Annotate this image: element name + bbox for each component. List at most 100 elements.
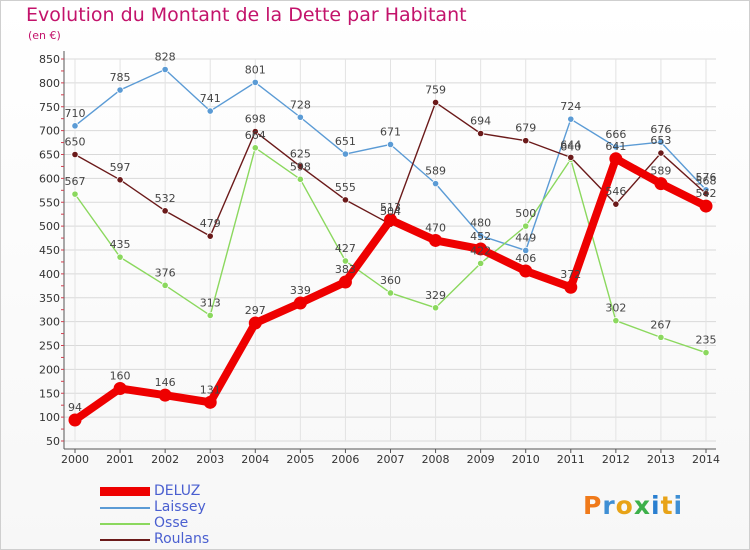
data-point xyxy=(161,65,169,74)
data-point xyxy=(161,281,169,289)
x-tick-label: 2003 xyxy=(196,453,224,466)
data-point xyxy=(71,150,79,159)
data-point xyxy=(386,289,395,297)
data-point xyxy=(71,122,79,130)
data-point xyxy=(296,162,304,171)
data-label: 567 xyxy=(65,175,86,188)
data-label: 235 xyxy=(696,334,717,347)
data-label: 644 xyxy=(560,138,581,151)
data-label: 302 xyxy=(605,302,626,315)
data-label: 532 xyxy=(155,192,176,205)
y-tick-label: 500 xyxy=(39,220,60,233)
data-label: 297 xyxy=(245,304,266,317)
data-point xyxy=(657,333,665,341)
y-tick-label: 550 xyxy=(39,196,60,209)
data-point xyxy=(206,311,214,320)
data-point xyxy=(657,138,665,146)
x-tick-label: 2013 xyxy=(647,453,675,466)
logo-letter: t xyxy=(660,491,674,520)
data-point xyxy=(251,144,259,152)
data-point xyxy=(477,232,485,240)
data-label: 131 xyxy=(200,383,221,396)
data-point xyxy=(699,199,713,213)
data-label: 698 xyxy=(245,113,266,126)
data-label: 785 xyxy=(110,71,131,84)
legend-swatch xyxy=(100,487,150,496)
data-label: 146 xyxy=(155,376,176,389)
data-label: 589 xyxy=(650,165,671,178)
data-label: 500 xyxy=(515,207,536,220)
data-point xyxy=(384,213,397,227)
data-label: 589 xyxy=(425,165,446,178)
data-label: 828 xyxy=(155,51,176,64)
data-label: 597 xyxy=(110,161,131,174)
legend-swatch xyxy=(100,539,150,541)
data-label: 641 xyxy=(605,140,626,153)
data-point xyxy=(474,242,488,256)
legend-item-osse: Osse xyxy=(100,515,300,532)
data-point xyxy=(341,196,350,204)
data-label: 555 xyxy=(335,181,356,194)
legend: DELUZ Laissey Osse Roulans xyxy=(100,483,300,548)
data-label: 313 xyxy=(200,296,221,309)
data-point xyxy=(522,246,530,255)
data-point xyxy=(161,207,169,215)
x-tick-label: 2000 xyxy=(61,453,89,466)
data-label: 651 xyxy=(335,135,356,148)
data-label: 759 xyxy=(425,83,446,96)
x-tick-label: 2012 xyxy=(602,453,630,466)
data-label: 383 xyxy=(335,263,356,276)
x-tick-label: 2006 xyxy=(331,453,359,466)
data-label: 640 xyxy=(560,140,581,153)
data-label: 360 xyxy=(380,274,401,287)
x-tick-label: 2008 xyxy=(422,453,450,466)
data-label: 598 xyxy=(290,160,311,173)
y-tick-label: 350 xyxy=(39,292,60,305)
data-label: 435 xyxy=(110,238,131,251)
data-point xyxy=(71,190,79,198)
data-label: 741 xyxy=(200,92,221,105)
data-point xyxy=(248,316,262,330)
x-tick-label: 2007 xyxy=(377,453,405,466)
data-label: 470 xyxy=(425,221,446,234)
data-point xyxy=(429,233,443,247)
legend-label: Roulans xyxy=(154,531,210,547)
y-tick-label: 700 xyxy=(39,125,60,138)
logo-letter: i xyxy=(651,491,661,520)
data-label: 666 xyxy=(605,128,626,141)
data-label: 542 xyxy=(696,187,717,200)
data-label: 329 xyxy=(425,289,446,302)
logo-letter: P xyxy=(583,491,603,520)
x-tick-label: 2014 xyxy=(692,453,720,466)
data-label: 479 xyxy=(200,217,221,230)
data-label: 406 xyxy=(515,252,536,265)
logo-letter: r xyxy=(602,491,616,520)
data-label: 568 xyxy=(696,175,717,188)
data-label: 339 xyxy=(290,284,311,297)
data-label: 653 xyxy=(650,134,671,147)
data-point xyxy=(567,153,575,161)
legend-label: Osse xyxy=(154,515,189,531)
x-tick-label: 2004 xyxy=(241,453,269,466)
data-point xyxy=(341,257,350,265)
y-tick-label: 750 xyxy=(39,101,60,114)
logo-letter: x xyxy=(633,491,651,520)
legend-item-roulans: Roulans xyxy=(100,531,300,548)
x-tick-label: 2002 xyxy=(151,453,179,466)
data-label: 422 xyxy=(470,244,491,257)
data-label: 676 xyxy=(650,123,671,136)
data-label: 427 xyxy=(335,242,356,255)
data-point xyxy=(609,152,623,166)
data-point xyxy=(116,176,124,184)
data-label: 513 xyxy=(380,201,401,214)
y-tick-label: 100 xyxy=(39,411,60,424)
data-label: 679 xyxy=(515,122,536,135)
legend-label: Laissey xyxy=(154,499,206,515)
data-label: 625 xyxy=(290,147,311,160)
legend-item-deluz: DELUZ xyxy=(100,483,300,500)
data-point xyxy=(564,280,578,294)
legend-swatch xyxy=(100,523,150,525)
data-label: 94 xyxy=(68,401,82,414)
data-point xyxy=(341,150,350,158)
data-point xyxy=(296,113,304,121)
